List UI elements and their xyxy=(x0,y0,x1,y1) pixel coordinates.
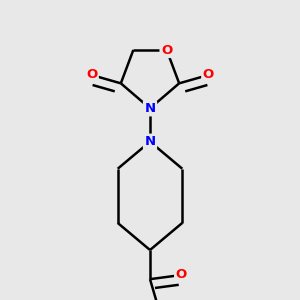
Text: O: O xyxy=(86,68,97,82)
Text: O: O xyxy=(203,68,214,82)
Text: N: N xyxy=(144,135,156,148)
Text: O: O xyxy=(161,44,172,56)
Text: O: O xyxy=(176,268,187,281)
Text: N: N xyxy=(144,102,156,115)
